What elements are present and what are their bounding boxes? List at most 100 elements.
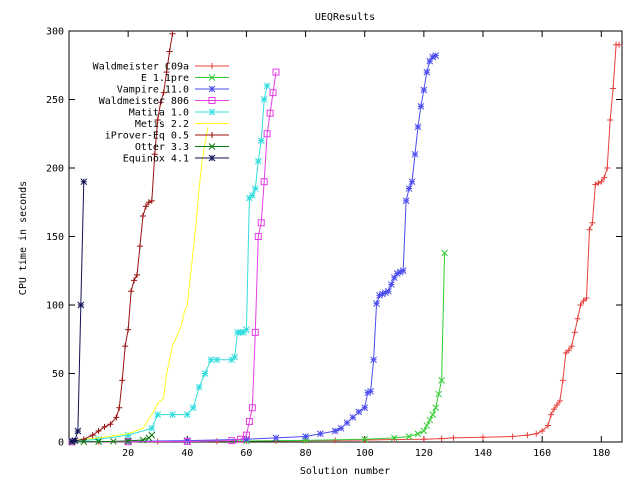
data-point xyxy=(95,428,102,435)
data-point xyxy=(77,301,85,309)
data-point xyxy=(183,411,191,418)
data-point xyxy=(553,402,560,409)
data-point xyxy=(387,281,395,288)
data-point xyxy=(157,99,164,106)
data-point xyxy=(408,178,416,186)
data-point xyxy=(595,180,602,187)
data-point xyxy=(302,433,309,440)
series-line xyxy=(71,55,436,443)
y-tick-label: 200 xyxy=(46,164,64,175)
data-point xyxy=(420,86,428,94)
legend-label: Vampire 11.0 xyxy=(117,85,189,96)
series-line xyxy=(71,72,277,443)
data-point xyxy=(399,267,407,275)
data-point xyxy=(524,432,531,439)
data-point xyxy=(441,249,448,257)
data-point xyxy=(231,353,238,361)
data-point xyxy=(589,219,596,226)
data-point xyxy=(420,427,428,435)
data-point xyxy=(393,270,401,277)
data-point xyxy=(101,423,108,430)
series-line xyxy=(71,126,209,442)
data-point xyxy=(586,226,593,233)
data-point xyxy=(245,417,253,425)
data-point xyxy=(74,427,82,435)
data-point xyxy=(208,74,216,81)
data-point xyxy=(89,432,96,439)
data-point xyxy=(124,431,132,439)
x-axis-label: Solution number xyxy=(300,466,390,477)
data-point xyxy=(438,435,445,442)
y-tick-label: 250 xyxy=(46,95,64,106)
data-point xyxy=(550,406,557,413)
data-point xyxy=(208,97,216,104)
data-point xyxy=(142,203,149,210)
data-point xyxy=(154,117,161,124)
data-point xyxy=(189,404,197,412)
data-point xyxy=(423,68,431,76)
data-point xyxy=(539,428,546,435)
data-point xyxy=(405,185,413,192)
legend-label: Waldmeister C09a xyxy=(93,62,189,73)
data-point xyxy=(128,288,135,295)
data-point xyxy=(435,390,443,398)
data-point xyxy=(122,343,129,350)
data-point xyxy=(367,387,374,395)
data-point xyxy=(385,287,392,295)
data-point xyxy=(568,343,575,350)
data-point xyxy=(151,151,158,158)
data-point xyxy=(254,157,262,165)
data-point xyxy=(124,437,132,445)
data-point xyxy=(438,376,445,384)
data-point xyxy=(332,437,339,444)
data-point xyxy=(251,185,259,192)
x-tick-label: 140 xyxy=(474,448,492,459)
data-point xyxy=(125,326,132,333)
x-tick-label: 80 xyxy=(300,448,312,459)
data-point xyxy=(169,411,176,418)
data-point xyxy=(420,436,427,443)
y-tick-label: 100 xyxy=(46,301,64,312)
data-point xyxy=(548,411,555,418)
data-point xyxy=(373,300,380,307)
data-point xyxy=(257,137,265,144)
data-point xyxy=(545,422,552,429)
data-point xyxy=(248,404,256,412)
data-point xyxy=(390,434,398,442)
data-point xyxy=(195,383,203,391)
x-tick-label: 20 xyxy=(122,448,134,459)
data-point xyxy=(208,108,216,116)
series-1 xyxy=(68,249,448,446)
data-point xyxy=(414,430,422,438)
data-point xyxy=(107,421,114,428)
data-point xyxy=(533,430,540,437)
data-point xyxy=(148,431,156,439)
data-point xyxy=(166,48,173,55)
data-point xyxy=(148,197,155,204)
data-point xyxy=(370,356,377,364)
data-point xyxy=(139,212,146,219)
legend-label: Waldmeister 806 xyxy=(99,96,189,107)
data-point xyxy=(269,89,277,97)
legend-label: Otter 3.3 xyxy=(135,142,189,153)
data-point xyxy=(396,268,404,276)
data-point xyxy=(556,397,563,404)
data-point xyxy=(145,199,152,206)
data-point xyxy=(201,370,209,377)
data-point xyxy=(616,41,623,48)
data-point xyxy=(432,52,440,60)
data-point xyxy=(423,422,431,429)
data-point xyxy=(208,143,216,150)
data-point xyxy=(364,389,372,397)
data-point xyxy=(183,437,191,444)
data-point xyxy=(95,435,102,443)
data-point xyxy=(134,271,141,278)
data-point xyxy=(80,438,88,446)
x-tick-label: 100 xyxy=(356,448,374,459)
series-line xyxy=(71,181,85,442)
data-point xyxy=(331,427,339,435)
y-tick-label: 300 xyxy=(46,27,64,38)
data-point xyxy=(604,165,611,171)
data-point xyxy=(272,434,280,442)
